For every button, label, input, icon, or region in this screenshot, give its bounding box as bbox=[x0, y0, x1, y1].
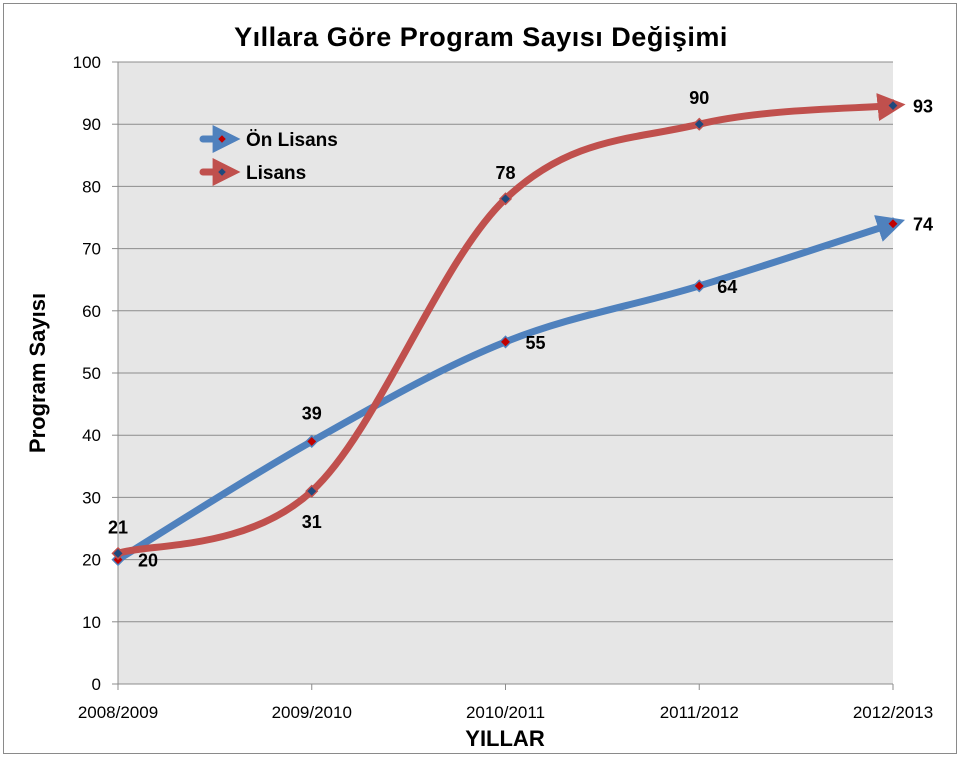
chart-title: Yıllara Göre Program Sayısı Değişimi bbox=[234, 22, 728, 52]
x-axis-ticks: 2008/2009 2009/2010 2010/2011 2011/2012 2012… bbox=[78, 684, 933, 722]
data-point bbox=[111, 546, 125, 560]
y-axis-title: Program Sayısı bbox=[25, 293, 50, 453]
data-label: 74 bbox=[913, 215, 933, 235]
y-tick-label: 60 bbox=[82, 302, 101, 321]
data-point bbox=[498, 335, 513, 349]
gridlines bbox=[118, 61, 893, 623]
series-group bbox=[111, 93, 906, 567]
data-label: 64 bbox=[717, 277, 737, 297]
data-point bbox=[305, 434, 319, 448]
y-tick-label: 30 bbox=[82, 488, 101, 507]
data-label: 90 bbox=[689, 88, 709, 108]
data-point bbox=[692, 279, 706, 293]
legend-marker bbox=[216, 133, 228, 145]
data-label: 31 bbox=[302, 512, 322, 532]
data-label: 78 bbox=[495, 163, 515, 183]
y-tick-label: 10 bbox=[82, 613, 101, 632]
data-label: 21 bbox=[108, 517, 128, 537]
x-tick-label: 2011/2012 bbox=[660, 703, 739, 722]
x-axis-title: YILLAR bbox=[465, 726, 545, 751]
data-point bbox=[305, 484, 319, 498]
data-label: 39 bbox=[302, 403, 322, 423]
legend-label: Lisans bbox=[246, 163, 306, 184]
x-tick-label: 2012/2013 bbox=[853, 703, 933, 722]
data-label: 93 bbox=[913, 97, 933, 117]
data-point bbox=[692, 117, 706, 131]
data-label: 55 bbox=[526, 333, 546, 353]
y-tick-label: 80 bbox=[82, 177, 101, 196]
x-tick-label: 2008/2009 bbox=[78, 703, 158, 722]
legend: Ön Lisans Lisans bbox=[199, 125, 338, 186]
data-point bbox=[886, 217, 900, 231]
x-tick-label: 2009/2010 bbox=[272, 703, 352, 722]
series-line-1 bbox=[114, 93, 906, 557]
legend-label: Ön Lisans bbox=[246, 130, 338, 151]
x-tick-label: 2010/2011 bbox=[466, 703, 545, 722]
data-label: 20 bbox=[138, 551, 158, 571]
y-tick-label: 0 bbox=[92, 675, 101, 694]
y-tick-label: 20 bbox=[82, 551, 101, 570]
y-tick-label: 100 bbox=[73, 53, 101, 72]
data-point bbox=[498, 192, 513, 206]
y-tick-label: 40 bbox=[82, 426, 101, 445]
y-tick-label: 70 bbox=[82, 240, 101, 259]
legend-marker bbox=[216, 166, 228, 178]
y-axis-ticks: 0 10 20 30 40 50 60 70 80 90 100 bbox=[73, 53, 118, 694]
data-labels: 20 39 55 64 74 21 31 78 90 93 bbox=[108, 88, 933, 570]
data-point bbox=[886, 98, 900, 113]
y-tick-label: 50 bbox=[82, 364, 101, 383]
y-tick-label: 90 bbox=[82, 115, 101, 134]
